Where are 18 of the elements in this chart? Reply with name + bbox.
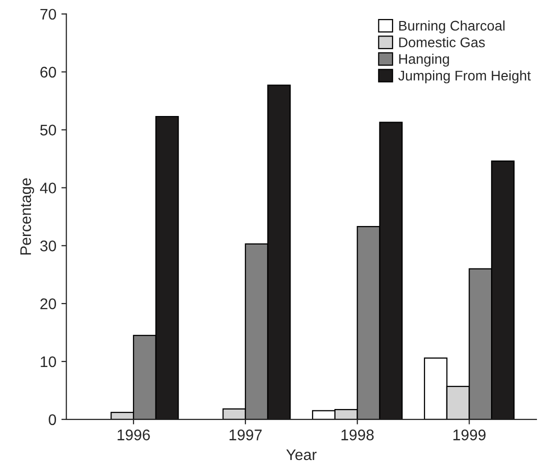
x-tick-label: 1996 bbox=[118, 430, 150, 440]
x-tick-label: 1997 bbox=[230, 430, 262, 440]
x-axis-title: Year bbox=[286, 449, 317, 460]
y-tick-label: 40 bbox=[40, 182, 56, 194]
x-tick-label: 1999 bbox=[453, 430, 486, 440]
y-tick-label: 0 bbox=[48, 414, 56, 426]
y-tick-label: 70 bbox=[40, 8, 56, 20]
legend-label: Burning Charcoal bbox=[399, 20, 504, 34]
legend-label: Domestic Gas bbox=[399, 37, 485, 48]
y-axis-title: Percentage bbox=[20, 178, 34, 255]
y-tick-label: 10 bbox=[40, 356, 56, 368]
legend-label: Hanging bbox=[399, 54, 449, 67]
y-tick-label: 30 bbox=[40, 240, 56, 252]
y-tick-label: 50 bbox=[40, 124, 56, 136]
x-tick-label: 1998 bbox=[342, 430, 374, 440]
legend-label: Jumping From Height bbox=[398, 70, 531, 84]
y-tick-label: 60 bbox=[40, 66, 56, 78]
y-tick-label: 20 bbox=[40, 298, 56, 310]
